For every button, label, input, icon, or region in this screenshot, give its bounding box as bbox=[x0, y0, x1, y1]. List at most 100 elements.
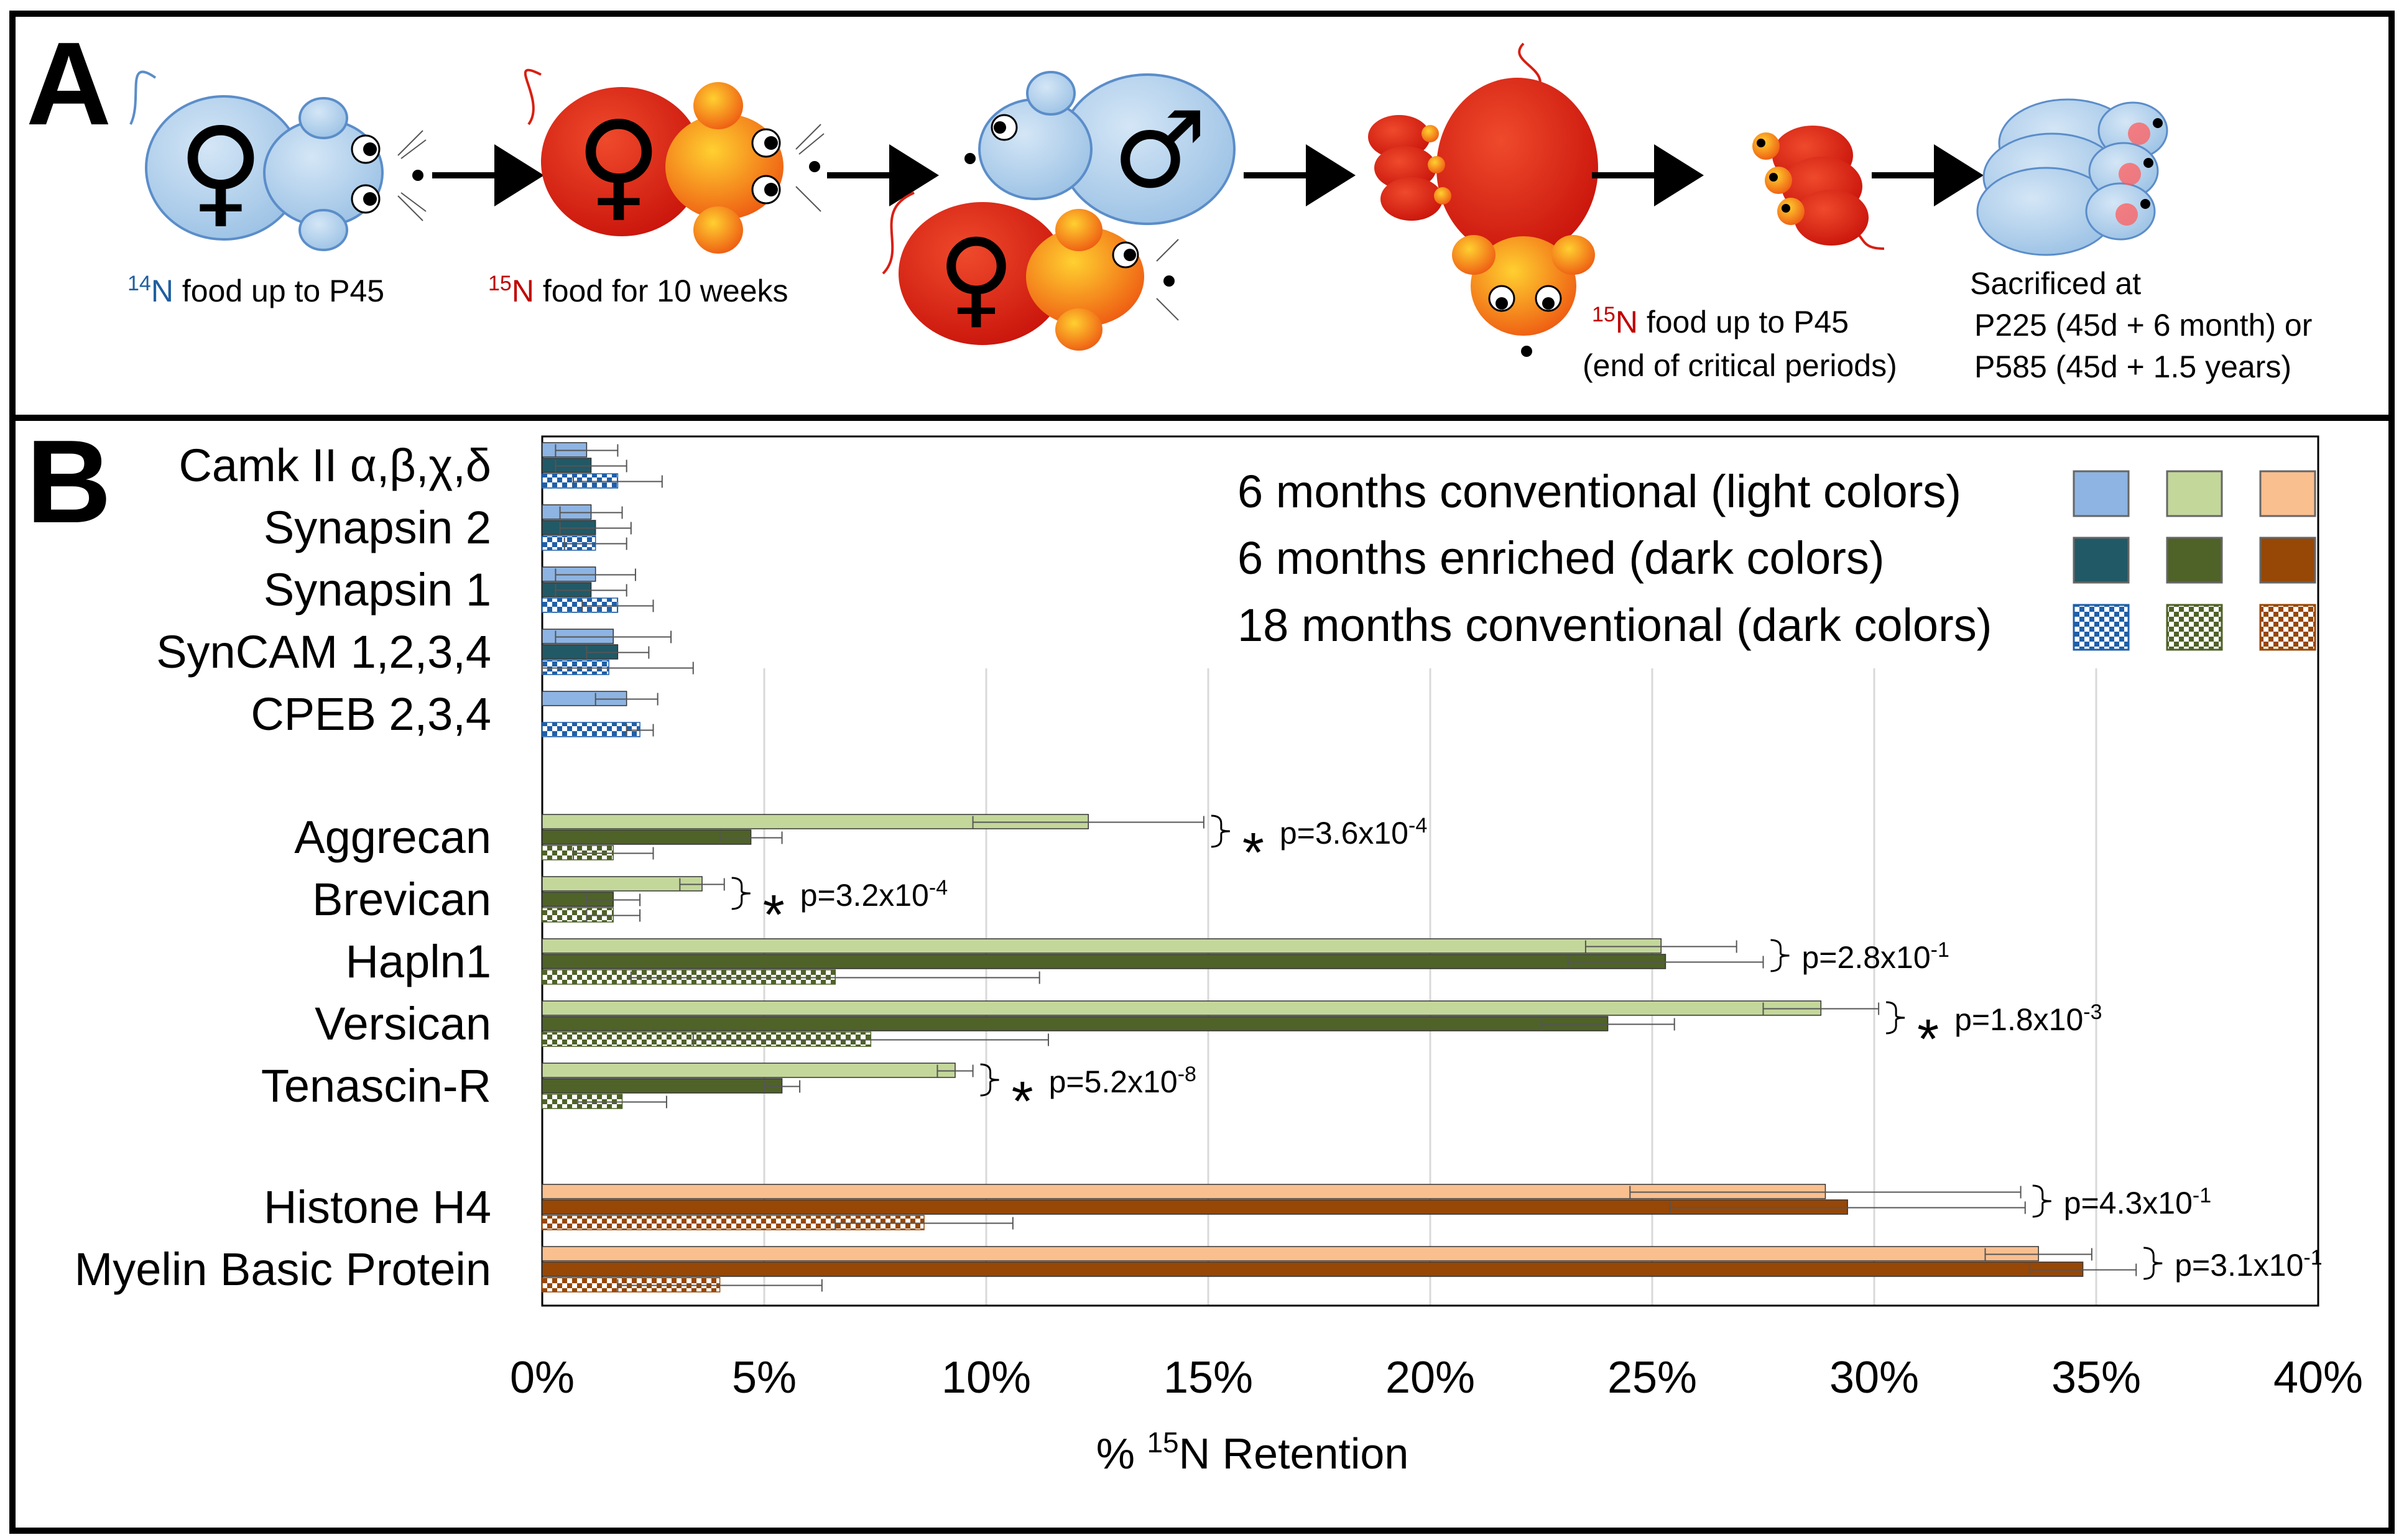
significance-star: * bbox=[1012, 1071, 1033, 1133]
category-label: SynCAM 1,2,3,4 bbox=[156, 626, 491, 678]
p-value-exp: -3 bbox=[2083, 1000, 2102, 1024]
significance-brace bbox=[731, 877, 751, 910]
category-label: Synapsin 2 bbox=[264, 502, 491, 553]
mouse-female-14n: ♀ bbox=[129, 70, 427, 251]
legend-swatch bbox=[2073, 537, 2130, 584]
plot-area bbox=[541, 435, 2319, 1307]
category-label: Camk II α,β,χ,δ bbox=[178, 440, 491, 491]
bar bbox=[542, 938, 1662, 954]
category-label: Tenascin-R bbox=[261, 1060, 491, 1112]
p-value-exp: -8 bbox=[1178, 1063, 1196, 1086]
caption-step4-line1: Sacrificed at bbox=[1970, 266, 2141, 301]
p-value-exp: -1 bbox=[1931, 938, 1949, 962]
caption-step4-line2: P225 (45d + 6 month) or bbox=[1974, 308, 2312, 343]
legend-label: 6 months enriched (dark colors) bbox=[1237, 532, 1885, 584]
p-value-exp: -4 bbox=[1408, 814, 1427, 837]
caption-step3-text: food up to P45 bbox=[1638, 305, 1849, 339]
category-label: Synapsin 1 bbox=[264, 564, 491, 616]
legend-swatch bbox=[2073, 470, 2130, 517]
category-label: Hapln1 bbox=[345, 936, 491, 987]
p-value: p=3.2x10-4 bbox=[800, 876, 948, 913]
caption-step2: 15N food for 10 weeks bbox=[488, 272, 788, 308]
x-tick-label: 5% bbox=[732, 1353, 797, 1403]
p-value-exp: -4 bbox=[929, 876, 948, 900]
caption-step1-text: food up to P45 bbox=[173, 274, 384, 308]
p-value: p=1.8x10-3 bbox=[1954, 1000, 2102, 1037]
x-axis-title: % 15N Retention bbox=[1096, 1426, 1409, 1478]
legend-swatch bbox=[2166, 537, 2223, 584]
p-value-base: p=4.3x10 bbox=[2064, 1186, 2193, 1220]
caption-step3-line2: (end of critical periods) bbox=[1583, 348, 1897, 383]
caption-step1-sup: 14 bbox=[127, 272, 151, 295]
significance-star: * bbox=[1917, 1008, 1939, 1071]
legend: 6 months conventional (light colors) 6 mo… bbox=[1237, 466, 2316, 651]
x-tick-label: 30% bbox=[1829, 1353, 1919, 1403]
category-label: CPEB 2,3,4 bbox=[251, 688, 491, 740]
caption-step1: 14N food up to P45 bbox=[127, 272, 384, 308]
category-label: Brevican bbox=[312, 874, 491, 925]
legend-swatch bbox=[2259, 604, 2316, 651]
significance-brace bbox=[1770, 939, 1790, 972]
legend-swatch bbox=[2166, 604, 2223, 651]
bar bbox=[542, 722, 640, 737]
caption-step2-sup: 15 bbox=[488, 272, 512, 295]
female-symbol-3: ♀ bbox=[938, 216, 1015, 339]
p-value-exp: -1 bbox=[2193, 1184, 2211, 1207]
bar bbox=[542, 1261, 2084, 1277]
significance-brace bbox=[2032, 1184, 2051, 1218]
legend-swatch bbox=[2073, 604, 2130, 651]
caption-step3-sup: 15 bbox=[1592, 303, 1616, 326]
bar-chart: 0% 5% 10% 15% 20% 25% 30% 35% 40% Camk II α,β,χ,δ… bbox=[75, 435, 2363, 1403]
p-value-base: p=1.8x10 bbox=[1954, 1002, 2083, 1037]
caption-step1-n: N bbox=[151, 274, 173, 308]
category-label: Myelin Basic Protein bbox=[75, 1243, 491, 1295]
x-tick-label: 0% bbox=[510, 1353, 575, 1403]
p-value-base: p=5.2x10 bbox=[1049, 1064, 1178, 1099]
caption-step2-n: N bbox=[512, 274, 534, 308]
p-value: p=5.2x10-8 bbox=[1049, 1063, 1196, 1099]
caption-step3: 15N food up to P45 bbox=[1592, 303, 1849, 339]
legend-swatch bbox=[2259, 537, 2316, 584]
x-tick-label: 20% bbox=[1385, 1353, 1475, 1403]
x-tick-label: 10% bbox=[941, 1353, 1031, 1403]
mouse-pups bbox=[1752, 126, 1885, 250]
x-axis-title-prefix: % bbox=[1096, 1429, 1147, 1478]
panel-b-frame bbox=[9, 415, 2395, 1534]
category-label: Versican bbox=[315, 998, 491, 1049]
p-value-base: p=3.1x10 bbox=[2175, 1248, 2303, 1283]
p-value-base: p=2.8x10 bbox=[1802, 940, 1931, 975]
p-value: p=3.1x10-1 bbox=[2175, 1246, 2322, 1283]
x-tick-label: 15% bbox=[1163, 1353, 1253, 1403]
panel-a-label: A bbox=[26, 18, 111, 150]
female-symbol-2: ♀ bbox=[575, 96, 662, 233]
p-value: p=2.8x10-1 bbox=[1802, 938, 1949, 975]
mouse-couple: ♂ ♀ bbox=[882, 71, 1236, 351]
mouse-mother-pups bbox=[1368, 42, 1598, 357]
category-label: Histone H4 bbox=[264, 1181, 491, 1233]
caption-step4-line3: P585 (45d + 1.5 years) bbox=[1974, 349, 2291, 384]
caption-step3-n: N bbox=[1616, 305, 1638, 339]
legend-label: 6 months conventional (light colors) bbox=[1237, 466, 1961, 517]
bar bbox=[542, 1199, 1848, 1215]
panel-b-label: B bbox=[26, 416, 111, 548]
x-tick-label: 35% bbox=[2051, 1353, 2141, 1403]
male-symbol: ♂ bbox=[1112, 89, 1207, 212]
significance-brace bbox=[2143, 1247, 2163, 1280]
mouse-female-15n: ♀ bbox=[524, 68, 825, 254]
p-value-exp: -1 bbox=[2303, 1246, 2322, 1270]
significance-brace bbox=[1886, 1001, 1905, 1035]
category-label: Aggrecan bbox=[294, 811, 491, 863]
significance-brace bbox=[1211, 814, 1230, 848]
bar bbox=[542, 954, 1667, 969]
bar bbox=[542, 1246, 2039, 1261]
significance-star: * bbox=[763, 884, 785, 946]
mouse-sacrificed bbox=[1976, 98, 2168, 256]
significance-brace bbox=[980, 1063, 999, 1097]
bar bbox=[542, 1016, 1609, 1031]
significance-star: * bbox=[1242, 822, 1264, 884]
x-tick-label: 40% bbox=[2273, 1353, 2363, 1403]
bar bbox=[542, 876, 703, 892]
p-value: p=4.3x10-1 bbox=[2064, 1184, 2211, 1220]
caption-step2-text: food for 10 weeks bbox=[534, 274, 788, 308]
